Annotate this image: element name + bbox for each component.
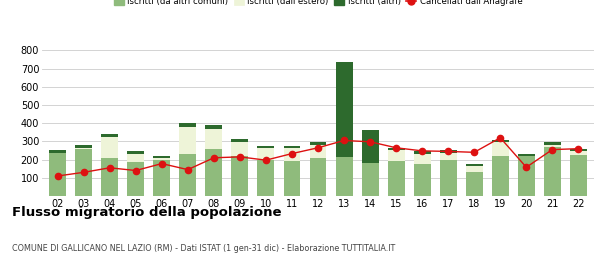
Bar <box>232 139 248 141</box>
Bar <box>518 154 535 156</box>
Bar <box>101 158 118 196</box>
Bar <box>310 142 326 145</box>
Bar <box>570 149 587 155</box>
Bar <box>570 149 587 151</box>
Bar <box>388 148 404 160</box>
Bar <box>335 157 353 196</box>
Bar <box>179 123 196 127</box>
Bar <box>362 163 379 196</box>
Bar <box>518 154 535 196</box>
Bar <box>75 149 92 196</box>
Bar <box>127 151 144 154</box>
Bar <box>179 154 196 196</box>
Bar <box>232 139 248 156</box>
Bar <box>75 145 92 148</box>
Bar <box>49 151 66 196</box>
Bar <box>257 146 274 148</box>
Bar <box>101 134 118 158</box>
Bar <box>492 139 509 156</box>
Bar <box>388 148 404 150</box>
Bar <box>75 145 92 149</box>
Bar <box>413 151 431 164</box>
Bar <box>284 146 301 148</box>
Bar <box>310 142 326 158</box>
Text: Flusso migratorio della popolazione: Flusso migratorio della popolazione <box>12 206 281 219</box>
Bar <box>335 62 353 157</box>
Bar <box>440 160 457 196</box>
Bar <box>570 155 587 196</box>
Bar <box>544 142 561 147</box>
Bar <box>310 158 326 196</box>
Bar <box>205 125 223 129</box>
Bar <box>154 156 170 158</box>
Bar <box>362 130 379 163</box>
Bar <box>440 151 457 153</box>
Bar <box>154 156 170 160</box>
Bar <box>154 160 170 196</box>
Bar <box>49 151 66 153</box>
Bar <box>544 147 561 196</box>
Bar <box>492 140 509 143</box>
Bar <box>179 123 196 154</box>
Bar <box>388 160 404 196</box>
Bar <box>492 156 509 196</box>
Bar <box>257 160 274 196</box>
Bar <box>284 146 301 161</box>
Bar <box>544 142 561 145</box>
Bar <box>257 146 274 160</box>
Bar <box>284 161 301 196</box>
Bar <box>413 151 431 154</box>
Bar <box>101 134 118 137</box>
Bar <box>466 164 482 166</box>
Bar <box>440 151 457 160</box>
Bar <box>466 164 482 172</box>
Bar <box>127 162 144 196</box>
Legend: Iscritti (da altri comuni), Iscritti (dall'estero), Iscritti (altri), Cancellati: Iscritti (da altri comuni), Iscritti (da… <box>110 0 526 10</box>
Bar <box>232 156 248 196</box>
Bar <box>205 149 223 196</box>
Bar <box>413 164 431 196</box>
Bar <box>127 151 144 162</box>
Bar <box>205 125 223 149</box>
Bar <box>466 172 482 196</box>
Text: COMUNE DI GALLICANO NEL LAZIO (RM) - Dati ISTAT (1 gen-31 dic) - Elaborazione TU: COMUNE DI GALLICANO NEL LAZIO (RM) - Dat… <box>12 244 395 253</box>
